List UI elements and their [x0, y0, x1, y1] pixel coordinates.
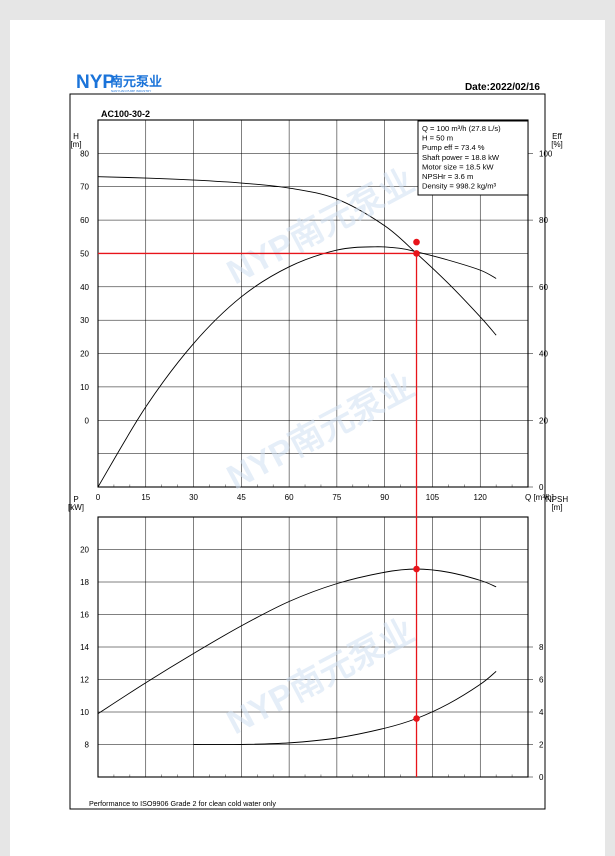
- duty-point: [413, 250, 420, 257]
- y-right-title: NPSH: [546, 495, 568, 504]
- series-curve-0: [97, 176, 497, 336]
- x-tick-label: 75: [332, 493, 341, 502]
- x-tick-label: 30: [189, 493, 198, 502]
- y-left-tick-label: 12: [80, 676, 89, 685]
- footer-note: Performance to ISO9906 Grade 2 for clean…: [89, 799, 276, 808]
- y-left-title: P: [73, 495, 78, 504]
- info-line: Motor size = 18.5 kW: [422, 162, 494, 171]
- watermark-text: NYP南元泵业: [221, 162, 421, 292]
- duty-point: [413, 715, 420, 722]
- logo-subtitle: NANYUAN PUMP INDUSTRY: [111, 89, 151, 93]
- y-left-tick-label: 30: [80, 316, 89, 325]
- y-left-tick-label: 10: [80, 708, 89, 717]
- y-left-tick-label: 18: [80, 578, 89, 587]
- y-right-unit: [m]: [551, 503, 562, 512]
- info-box: [417, 120, 529, 196]
- info-line: H = 50 m: [422, 134, 453, 143]
- watermark-text: NYP南元泵业: [221, 367, 421, 497]
- y-right-tick-label: 4: [539, 708, 544, 717]
- y-right-tick-label: 80: [539, 216, 548, 225]
- x-tick-label: 90: [380, 493, 389, 502]
- head-efficiency-chart: 0 15 30 45 60 75 90 105 120 0 10 20 30 40 50 60 70 80 0 20 4…: [70, 109, 562, 502]
- y-left-unit: [m]: [70, 140, 81, 149]
- series-curve-0: [97, 568, 497, 715]
- y-left-tick-label: 50: [80, 249, 89, 258]
- info-line: Density = 998.2 kg/m³: [422, 182, 497, 191]
- y-left-tick-label: 14: [80, 643, 89, 652]
- y-left-tick-label: 16: [80, 611, 89, 620]
- y-left-tick-label: 70: [80, 183, 89, 192]
- duty-point: [413, 238, 420, 246]
- y-left-tick-label: 8: [85, 741, 90, 750]
- y-right-tick-label: 0: [539, 483, 544, 492]
- y-left-tick-label: 60: [80, 216, 89, 225]
- date-label: Date:2022/02/16: [465, 82, 540, 93]
- x-tick-label: 45: [237, 493, 246, 502]
- info-line: NPSHr = 3.6 m: [422, 172, 473, 181]
- watermark-text: NYP南元泵业: [221, 612, 421, 742]
- y-left-tick-label: 80: [80, 149, 89, 158]
- datasheet-page: NYP 南元泵业 NANYUAN PUMP INDUSTRY Date:2022…: [10, 20, 605, 856]
- x-tick-label: 105: [426, 493, 440, 502]
- y-left-title: H: [73, 132, 79, 141]
- company-logo: NYP 南元泵业 NANYUAN PUMP INDUSTRY: [76, 72, 162, 93]
- plot-frame: [97, 516, 529, 778]
- logo-cjk: 南元泵业: [110, 74, 162, 89]
- y-left-unit: [kW]: [68, 503, 84, 512]
- x-axis-title: Q [m³/h]: [525, 493, 554, 502]
- y-right-tick-label: 40: [539, 350, 548, 359]
- info-line: Pump eff = 73.4 %: [422, 143, 485, 152]
- y-right-tick-label: 20: [539, 416, 548, 425]
- outer-frame: [69, 93, 546, 810]
- y-right-tick-label: 2: [539, 741, 544, 750]
- y-left-tick-label: 40: [80, 283, 89, 292]
- y-right-unit: [%]: [551, 140, 563, 149]
- duty-point: [413, 565, 420, 573]
- duty-point-marks: [98, 238, 420, 777]
- y-right-title: Eff: [552, 132, 562, 141]
- y-left-tick-label: 0: [85, 416, 90, 425]
- info-line: Q = 100 m³/h (27.8 L/s): [422, 124, 501, 133]
- x-tick-label: 0: [96, 493, 101, 502]
- x-tick-label: 120: [474, 493, 488, 502]
- y-right-tick-label: 0: [539, 773, 544, 782]
- plot-frame: [97, 119, 529, 488]
- x-tick-label: 15: [141, 493, 150, 502]
- series-curve-1: [193, 671, 497, 746]
- y-right-tick-label: 60: [539, 283, 548, 292]
- series-curve-1: [97, 246, 497, 488]
- chart-title: AC100-30-2: [101, 109, 150, 119]
- power-npsh-chart: 8 10 12 14 16 18 20 0 2 4 6 8 P[kW] NPSH[m] NYP南元泵业: [68, 495, 568, 782]
- pump-curve-chart: NYP 南元泵业 NANYUAN PUMP INDUSTRY Date:2022…: [68, 72, 568, 810]
- y-left-tick-label: 20: [80, 350, 89, 359]
- info-line: Shaft power = 18.8 kW: [422, 153, 500, 162]
- y-right-tick-label: 8: [539, 643, 544, 652]
- y-left-tick-label: 10: [80, 383, 89, 392]
- y-right-tick-label: 100: [539, 149, 553, 158]
- y-right-tick-label: 6: [539, 676, 544, 685]
- logo-letters: NYP: [76, 72, 115, 93]
- x-tick-label: 60: [285, 493, 294, 502]
- y-left-tick-label: 20: [80, 546, 89, 555]
